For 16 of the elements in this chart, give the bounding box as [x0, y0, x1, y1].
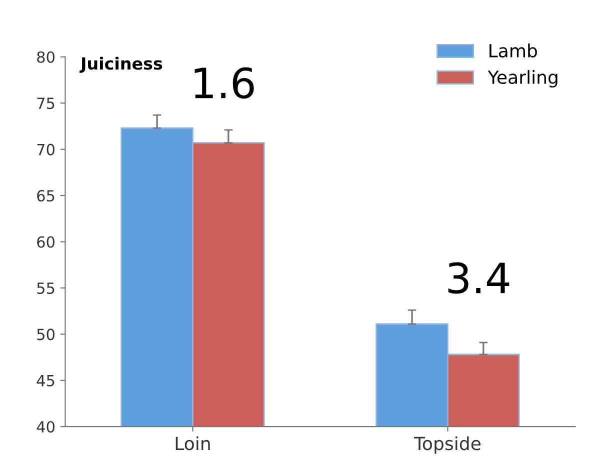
y-tick-label: 65 — [37, 190, 54, 202]
x-tick-label: Loin — [176, 436, 210, 450]
legend-label: Lamb — [490, 44, 537, 58]
legend-label: Yearling — [488, 70, 558, 88]
y-tick-label: 60 — [37, 236, 54, 248]
y-tick-label: 50 — [37, 328, 54, 340]
annotation: 1.6 — [194, 67, 254, 99]
y-tick-label: 70 — [37, 144, 54, 156]
y-tick-label: 55 — [37, 282, 54, 294]
annotation: 3.4 — [448, 262, 510, 294]
chart-title: Juiciness — [80, 56, 162, 73]
y-tick-label: 80 — [37, 51, 54, 63]
x-tick-label: Topside — [414, 436, 480, 454]
y-tick-label: 40 — [36, 421, 54, 433]
y-tick-label: 45 — [36, 375, 54, 386]
y-tick-label: 75 — [37, 98, 54, 110]
